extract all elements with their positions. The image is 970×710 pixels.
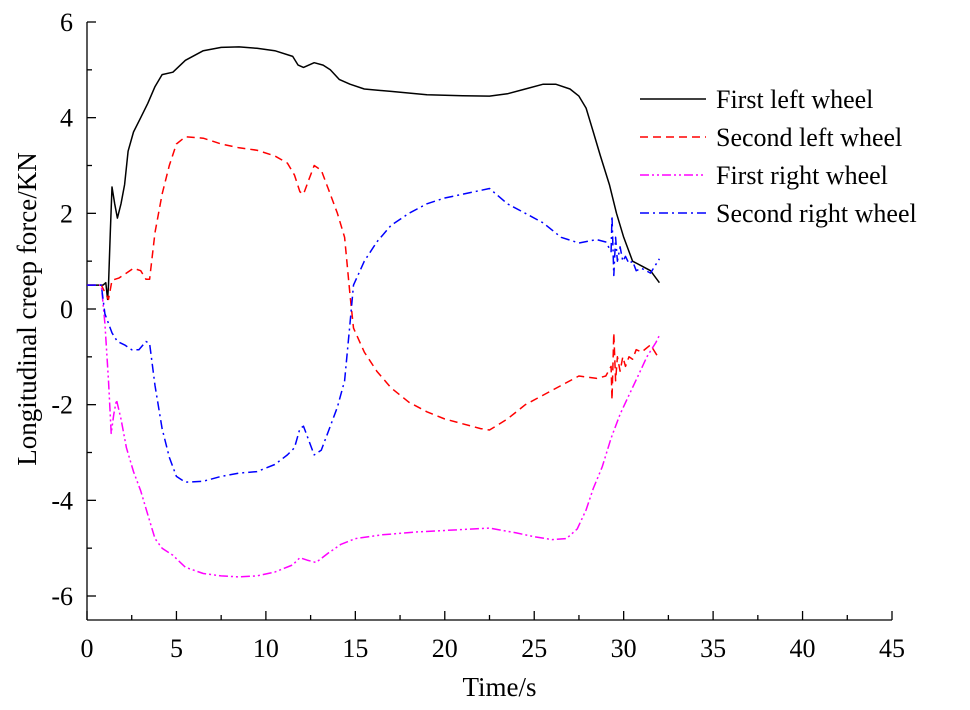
- y-tick-label: -2: [51, 391, 73, 420]
- series-group: [87, 46, 661, 578]
- y-tick-label: -4: [51, 486, 73, 515]
- legend-label-first-right-wheel: First right wheel: [716, 161, 888, 190]
- series-line-first-left-wheel: [87, 46, 661, 301]
- x-tick-label: 10: [253, 634, 279, 663]
- y-tick-label: 0: [60, 295, 73, 324]
- x-tick-label: 15: [342, 634, 368, 663]
- y-tick-label: 6: [60, 8, 73, 37]
- x-tick-label: 0: [81, 634, 94, 663]
- series-line-second-right-wheel: [87, 187, 661, 483]
- x-tick-label: 5: [170, 634, 183, 663]
- y-tick-label: 4: [60, 104, 73, 133]
- x-ticks: 0 5 10 15 20 25 30 35 40 45: [81, 611, 905, 663]
- series-line-first-right-wheel: [87, 284, 661, 578]
- x-tick-label: 25: [521, 634, 547, 663]
- x-tick-label: 20: [432, 634, 458, 663]
- x-tick-label: 30: [611, 634, 637, 663]
- legend-label-second-left-wheel: Second left wheel: [716, 123, 902, 152]
- y-ticks: 6 4 2 0 -2 -4 -6: [51, 8, 96, 611]
- series-line-second-left-wheel: [87, 136, 661, 431]
- legend-label-second-right-wheel: Second right wheel: [716, 199, 917, 228]
- x-tick-label: 45: [879, 634, 905, 663]
- y-axis-title: Longitudinal creep force/KN: [12, 152, 42, 465]
- x-tick-label: 35: [700, 634, 726, 663]
- legend-label-first-left-wheel: First left wheel: [716, 85, 873, 114]
- legend: First left wheel Second left wheel First r…: [640, 85, 917, 228]
- x-axis-title: Time/s: [462, 672, 536, 702]
- y-tick-label: -6: [51, 582, 73, 611]
- y-tick-label: 2: [60, 199, 73, 228]
- x-tick-label: 40: [790, 634, 816, 663]
